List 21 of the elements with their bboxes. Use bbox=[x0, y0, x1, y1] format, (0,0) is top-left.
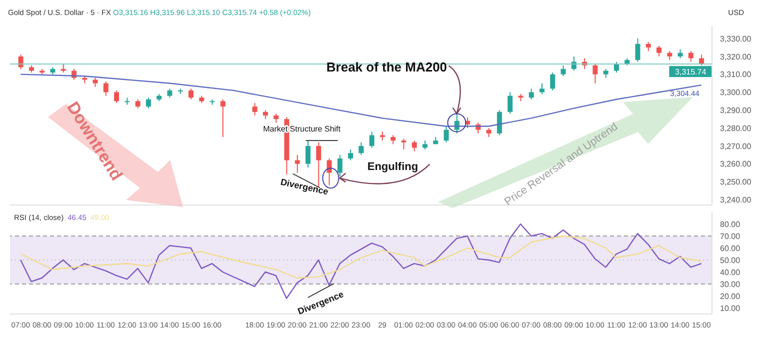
y-tick-label: 3,290.00 bbox=[720, 106, 752, 115]
y-tick-label: 3,280.00 bbox=[720, 124, 752, 133]
y-tick-label: 3,300.00 bbox=[720, 88, 752, 98]
annotation: Break of the MA200 bbox=[326, 60, 448, 75]
y-tick-label: 10.00 bbox=[720, 304, 741, 313]
y-tick-label: 40.00 bbox=[720, 268, 741, 277]
y-tick-label: 3,240.00 bbox=[720, 195, 752, 204]
y-tick-label: 50.00 bbox=[720, 256, 741, 265]
y-tick-label: 70.00 bbox=[720, 232, 741, 241]
y-tick-label: 20.00 bbox=[720, 292, 741, 301]
y-tick-label: 3,270.00 bbox=[720, 142, 752, 151]
y-tick-label: 80.00 bbox=[720, 220, 741, 229]
y-tick-label: 3,310.00 bbox=[720, 70, 752, 80]
y-tick-label: 3,330.00 bbox=[720, 34, 752, 44]
y-tick-label: 3,260.00 bbox=[720, 160, 752, 169]
annotation: Engulfing bbox=[367, 161, 418, 174]
y-tick-label: 3,320.00 bbox=[720, 52, 752, 62]
y-tick-label: 60.00 bbox=[720, 244, 741, 253]
y-tick-label: 30.00 bbox=[720, 280, 741, 289]
y-tick-label: 3,250.00 bbox=[720, 178, 752, 187]
ref-line-label: 3,315.74 bbox=[675, 68, 707, 77]
